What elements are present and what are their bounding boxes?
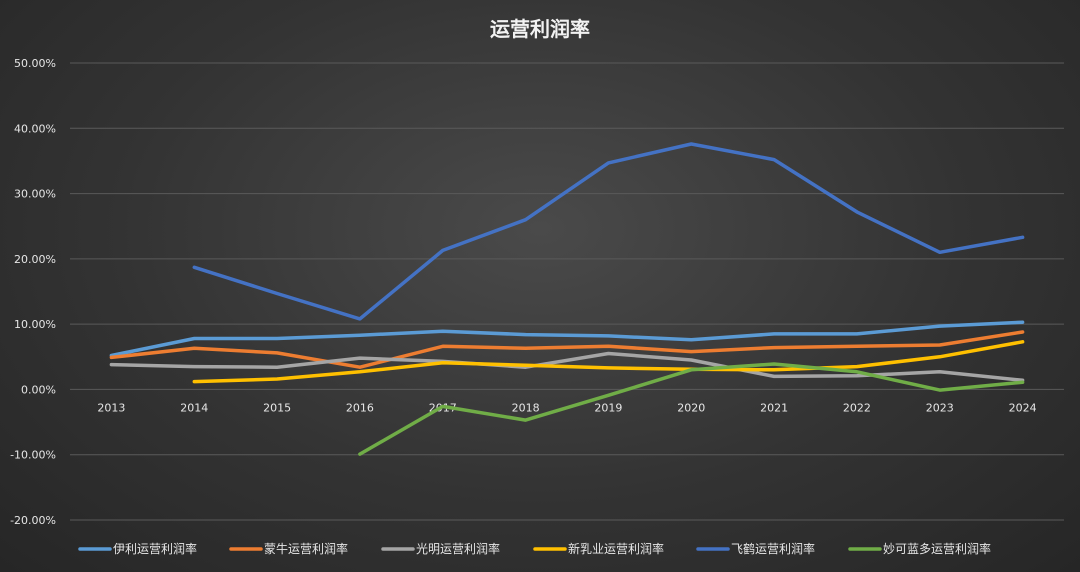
x-tick-label: 2023 bbox=[926, 401, 954, 414]
y-tick-label: -20.00% bbox=[10, 514, 56, 527]
x-tick-label: 2018 bbox=[512, 401, 540, 414]
legend-item: 光明运营利润率 bbox=[381, 541, 500, 556]
x-tick-label: 2022 bbox=[843, 401, 871, 414]
x-tick-label: 2014 bbox=[180, 401, 208, 414]
y-tick-label: 30.00% bbox=[14, 188, 56, 201]
series-line bbox=[109, 320, 1025, 358]
legend: 伊利运营利润率 蒙牛运营利润率 光明运营利润率 新乳业运营利润率 飞鹤运营利润率 妙可蓝多… bbox=[78, 541, 991, 556]
series-line bbox=[109, 330, 1025, 369]
legend-label: 光明运营利润率 bbox=[416, 541, 500, 556]
x-axis-ticks: 2013 2014 2015 2016 2017 2018 2019 2020 2021 2022… bbox=[97, 401, 1036, 414]
x-tick-label: 2015 bbox=[263, 401, 291, 414]
legend-item: 新乳业运营利润率 bbox=[533, 541, 664, 556]
legend-label: 蒙牛运营利润率 bbox=[264, 541, 348, 556]
y-tick-label: -10.00% bbox=[10, 449, 56, 462]
x-tick-label: 2020 bbox=[677, 401, 705, 414]
y-tick-label: 40.00% bbox=[14, 122, 56, 135]
legend-item: 蒙牛运营利润率 bbox=[229, 541, 348, 556]
y-axis-ticks: -20.00% -10.00% 0.00% 10.00% 20.00% 30.00% 40.… bbox=[10, 57, 56, 527]
y-tick-label: 20.00% bbox=[14, 253, 56, 266]
y-tick-label: 0.00% bbox=[21, 383, 56, 396]
series-line bbox=[192, 142, 1025, 321]
legend-label: 伊利运营利润率 bbox=[113, 541, 197, 556]
legend-item: 伊利运营利润率 bbox=[78, 541, 197, 556]
x-tick-label: 2013 bbox=[97, 401, 125, 414]
legend-label: 新乳业运营利润率 bbox=[568, 541, 664, 556]
series-lines bbox=[109, 142, 1025, 456]
x-tick-label: 2019 bbox=[594, 401, 622, 414]
legend-label: 妙可蓝多运营利润率 bbox=[883, 541, 991, 556]
chart-title: 运营利润率 bbox=[490, 17, 590, 41]
series-line bbox=[358, 362, 1025, 456]
gridlines bbox=[70, 62, 1064, 521]
legend-item: 飞鹤运营利润率 bbox=[696, 541, 815, 556]
series-line bbox=[192, 340, 1025, 384]
y-tick-label: 50.00% bbox=[14, 57, 56, 70]
x-tick-label: 2016 bbox=[346, 401, 374, 414]
x-tick-label: 2024 bbox=[1009, 401, 1037, 414]
x-tick-label: 2021 bbox=[760, 401, 788, 414]
legend-label: 飞鹤运营利润率 bbox=[731, 541, 815, 556]
y-tick-label: 10.00% bbox=[14, 318, 56, 331]
legend-item: 妙可蓝多运营利润率 bbox=[848, 541, 991, 556]
